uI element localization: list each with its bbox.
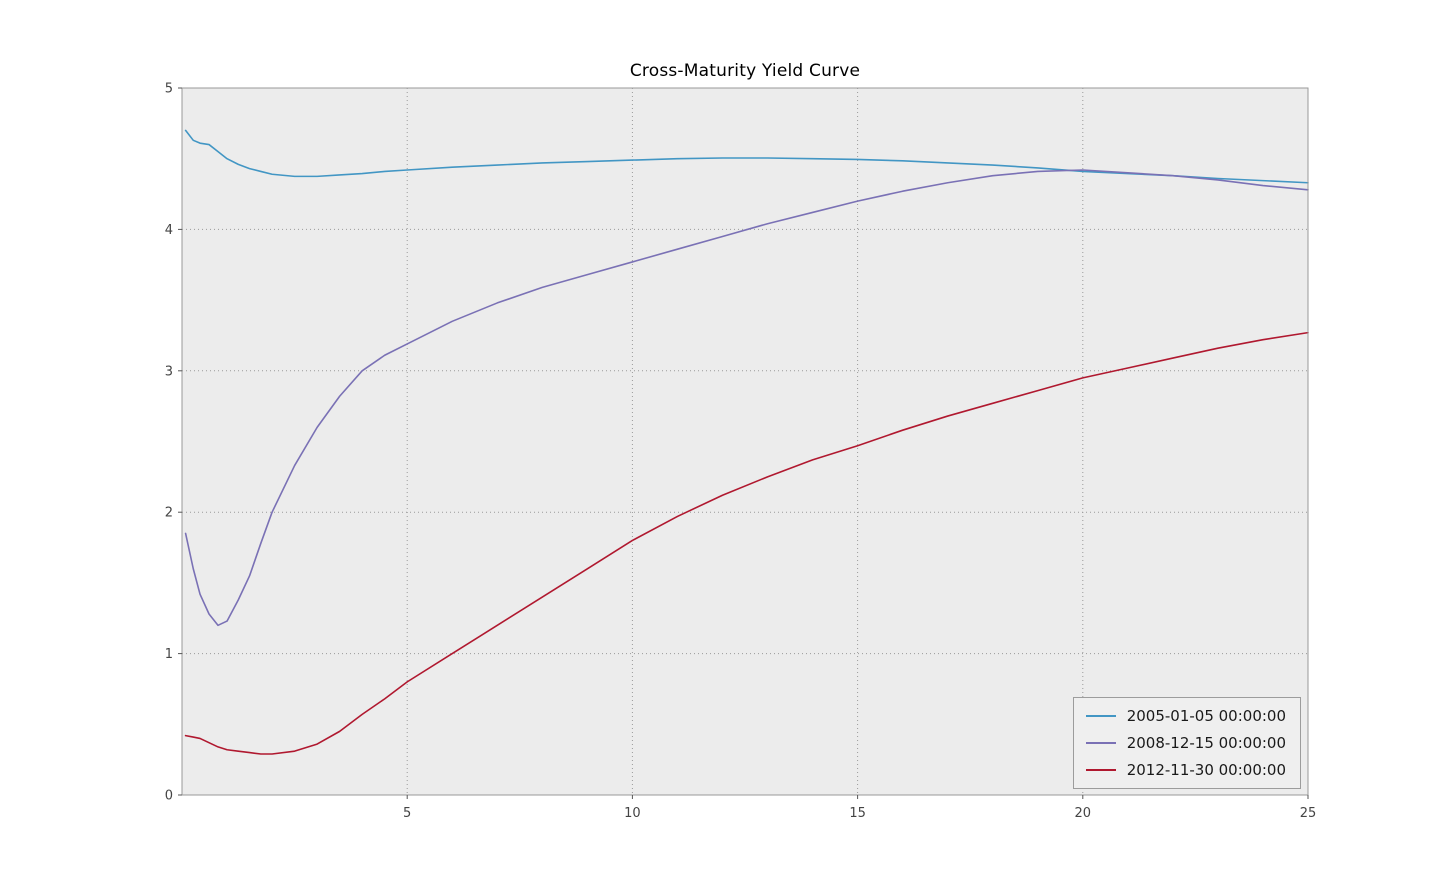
legend-label: 2008-12-15 00:00:00 xyxy=(1126,734,1286,752)
plot-background xyxy=(182,88,1308,795)
y-tick-label: 1 xyxy=(165,647,173,662)
y-tick-label: 3 xyxy=(165,364,173,379)
x-tick-label: 10 xyxy=(624,806,641,821)
series-line xyxy=(184,331,1309,755)
legend-line-swatch xyxy=(1085,769,1116,771)
legend-item: 2005-01-05 00:00:00 xyxy=(1085,707,1286,725)
y-tick-label: 2 xyxy=(165,506,173,521)
axes-border xyxy=(181,87,1309,796)
x-tick-label: 20 xyxy=(1075,806,1092,821)
x-tick-label: 15 xyxy=(849,806,866,821)
y-tick-label: 4 xyxy=(165,223,173,238)
legend-label: 2005-01-05 00:00:00 xyxy=(1126,707,1286,725)
x-tick-label: 5 xyxy=(403,806,411,821)
series-line xyxy=(184,169,1309,627)
legend-item: 2008-12-15 00:00:00 xyxy=(1085,734,1286,752)
legend-label: 2012-11-30 00:00:00 xyxy=(1126,761,1286,779)
y-tick-label: 0 xyxy=(165,789,173,804)
y-tick-label: 5 xyxy=(165,82,173,97)
legend-item: 2012-11-30 00:00:00 xyxy=(1085,761,1286,779)
x-tick-label: 25 xyxy=(1300,806,1317,821)
legend: 2005-01-05 00:00:00 2008-12-15 00:00:00 20… xyxy=(1072,697,1301,789)
series-line xyxy=(184,129,1309,184)
legend-line-swatch xyxy=(1085,715,1116,717)
legend-line-swatch xyxy=(1085,742,1116,744)
chart-title: Cross-Maturity Yield Curve xyxy=(629,61,861,81)
